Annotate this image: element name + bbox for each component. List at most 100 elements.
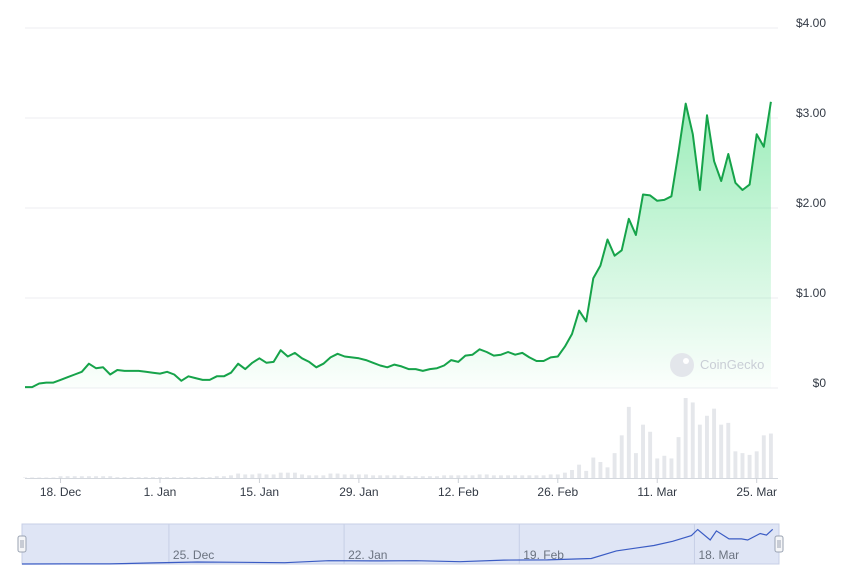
price-point-82[interactable] — [605, 237, 610, 242]
price-point-5[interactable] — [58, 377, 63, 382]
price-point-76[interactable] — [562, 344, 567, 349]
price-point-62[interactable] — [463, 353, 468, 358]
price-point-87[interactable] — [641, 192, 646, 197]
price-point-97[interactable] — [712, 159, 717, 164]
price-point-33[interactable] — [257, 356, 262, 361]
price-point-37[interactable] — [285, 354, 290, 359]
price-point-9[interactable] — [86, 361, 91, 366]
price-point-102[interactable] — [747, 182, 752, 187]
price-point-86[interactable] — [633, 233, 638, 238]
price-point-71[interactable] — [527, 355, 532, 360]
price-point-101[interactable] — [740, 188, 745, 193]
price-point-11[interactable] — [101, 365, 106, 370]
price-point-10[interactable] — [94, 366, 99, 371]
price-point-63[interactable] — [470, 352, 475, 357]
price-point-35[interactable] — [271, 359, 276, 364]
price-point-16[interactable] — [136, 368, 141, 373]
price-point-98[interactable] — [719, 179, 724, 184]
price-point-8[interactable] — [79, 369, 84, 374]
price-point-58[interactable] — [435, 366, 440, 371]
price-point-72[interactable] — [534, 359, 539, 364]
price-point-79[interactable] — [584, 319, 589, 324]
price-point-100[interactable] — [733, 180, 738, 185]
price-point-44[interactable] — [335, 351, 340, 356]
price-point-23[interactable] — [186, 374, 191, 379]
price-point-4[interactable] — [51, 380, 56, 385]
price-point-93[interactable] — [683, 101, 688, 106]
price-point-92[interactable] — [676, 150, 681, 155]
price-point-19[interactable] — [157, 371, 162, 376]
price-point-52[interactable] — [392, 362, 397, 367]
price-point-20[interactable] — [165, 369, 170, 374]
price-point-64[interactable] — [477, 347, 482, 352]
price-point-95[interactable] — [697, 188, 702, 193]
price-point-65[interactable] — [484, 350, 489, 355]
price-point-53[interactable] — [399, 364, 404, 369]
price-point-46[interactable] — [349, 355, 354, 360]
price-point-24[interactable] — [193, 376, 198, 381]
price-point-7[interactable] — [72, 372, 77, 377]
price-point-90[interactable] — [662, 197, 667, 202]
price-point-17[interactable] — [143, 369, 148, 374]
price-point-67[interactable] — [498, 352, 503, 357]
price-point-80[interactable] — [591, 276, 596, 281]
price-point-32[interactable] — [250, 360, 255, 365]
price-point-31[interactable] — [243, 367, 248, 372]
price-point-69[interactable] — [513, 352, 518, 357]
price-point-36[interactable] — [278, 348, 283, 353]
price-point-25[interactable] — [200, 377, 205, 382]
price-point-47[interactable] — [356, 356, 361, 361]
price-point-42[interactable] — [321, 361, 326, 366]
price-point-40[interactable] — [307, 359, 312, 364]
price-point-3[interactable] — [44, 380, 49, 385]
price-point-81[interactable] — [598, 263, 603, 268]
price-point-74[interactable] — [548, 355, 553, 360]
price-point-54[interactable] — [406, 367, 411, 372]
price-point-70[interactable] — [520, 350, 525, 355]
price-point-2[interactable] — [37, 381, 42, 386]
price-point-13[interactable] — [115, 368, 120, 373]
price-point-60[interactable] — [449, 358, 454, 363]
navigator-right-handle[interactable] — [774, 535, 784, 553]
price-point-43[interactable] — [328, 355, 333, 360]
price-point-12[interactable] — [108, 372, 113, 377]
price-point-1[interactable] — [30, 385, 35, 390]
navigator-left-handle[interactable] — [17, 535, 27, 553]
price-point-18[interactable] — [150, 370, 155, 375]
price-point-28[interactable] — [221, 374, 226, 379]
price-point-21[interactable] — [172, 372, 177, 377]
price-point-49[interactable] — [371, 360, 376, 365]
price-point-50[interactable] — [378, 363, 383, 368]
price-point-73[interactable] — [541, 359, 546, 364]
price-point-77[interactable] — [569, 332, 574, 337]
price-point-88[interactable] — [648, 193, 653, 198]
price-point-91[interactable] — [669, 194, 674, 199]
price-point-75[interactable] — [555, 354, 560, 359]
price-point-83[interactable] — [612, 253, 617, 258]
price-point-99[interactable] — [726, 152, 731, 157]
price-point-105[interactable] — [768, 99, 773, 104]
price-point-34[interactable] — [264, 360, 269, 365]
price-point-14[interactable] — [122, 368, 127, 373]
price-point-96[interactable] — [704, 113, 709, 118]
price-point-30[interactable] — [236, 361, 241, 366]
price-point-78[interactable] — [577, 308, 582, 313]
price-point-29[interactable] — [229, 370, 234, 375]
price-point-38[interactable] — [292, 350, 297, 355]
price-point-51[interactable] — [385, 365, 390, 370]
price-point-6[interactable] — [65, 375, 70, 380]
price-point-85[interactable] — [626, 216, 631, 221]
price-point-56[interactable] — [420, 368, 425, 373]
price-point-103[interactable] — [754, 132, 759, 137]
price-point-104[interactable] — [761, 144, 766, 149]
price-point-27[interactable] — [214, 374, 219, 379]
price-point-45[interactable] — [342, 354, 347, 359]
price-point-57[interactable] — [427, 367, 432, 372]
price-point-89[interactable] — [655, 198, 660, 203]
price-point-59[interactable] — [442, 363, 447, 368]
price-point-48[interactable] — [363, 358, 368, 363]
range-navigator[interactable]: 25. Dec 22. Jan 19. Feb 18. Mar — [17, 523, 784, 565]
price-point-94[interactable] — [690, 132, 695, 137]
price-point-39[interactable] — [300, 356, 305, 361]
price-point-26[interactable] — [207, 377, 212, 382]
